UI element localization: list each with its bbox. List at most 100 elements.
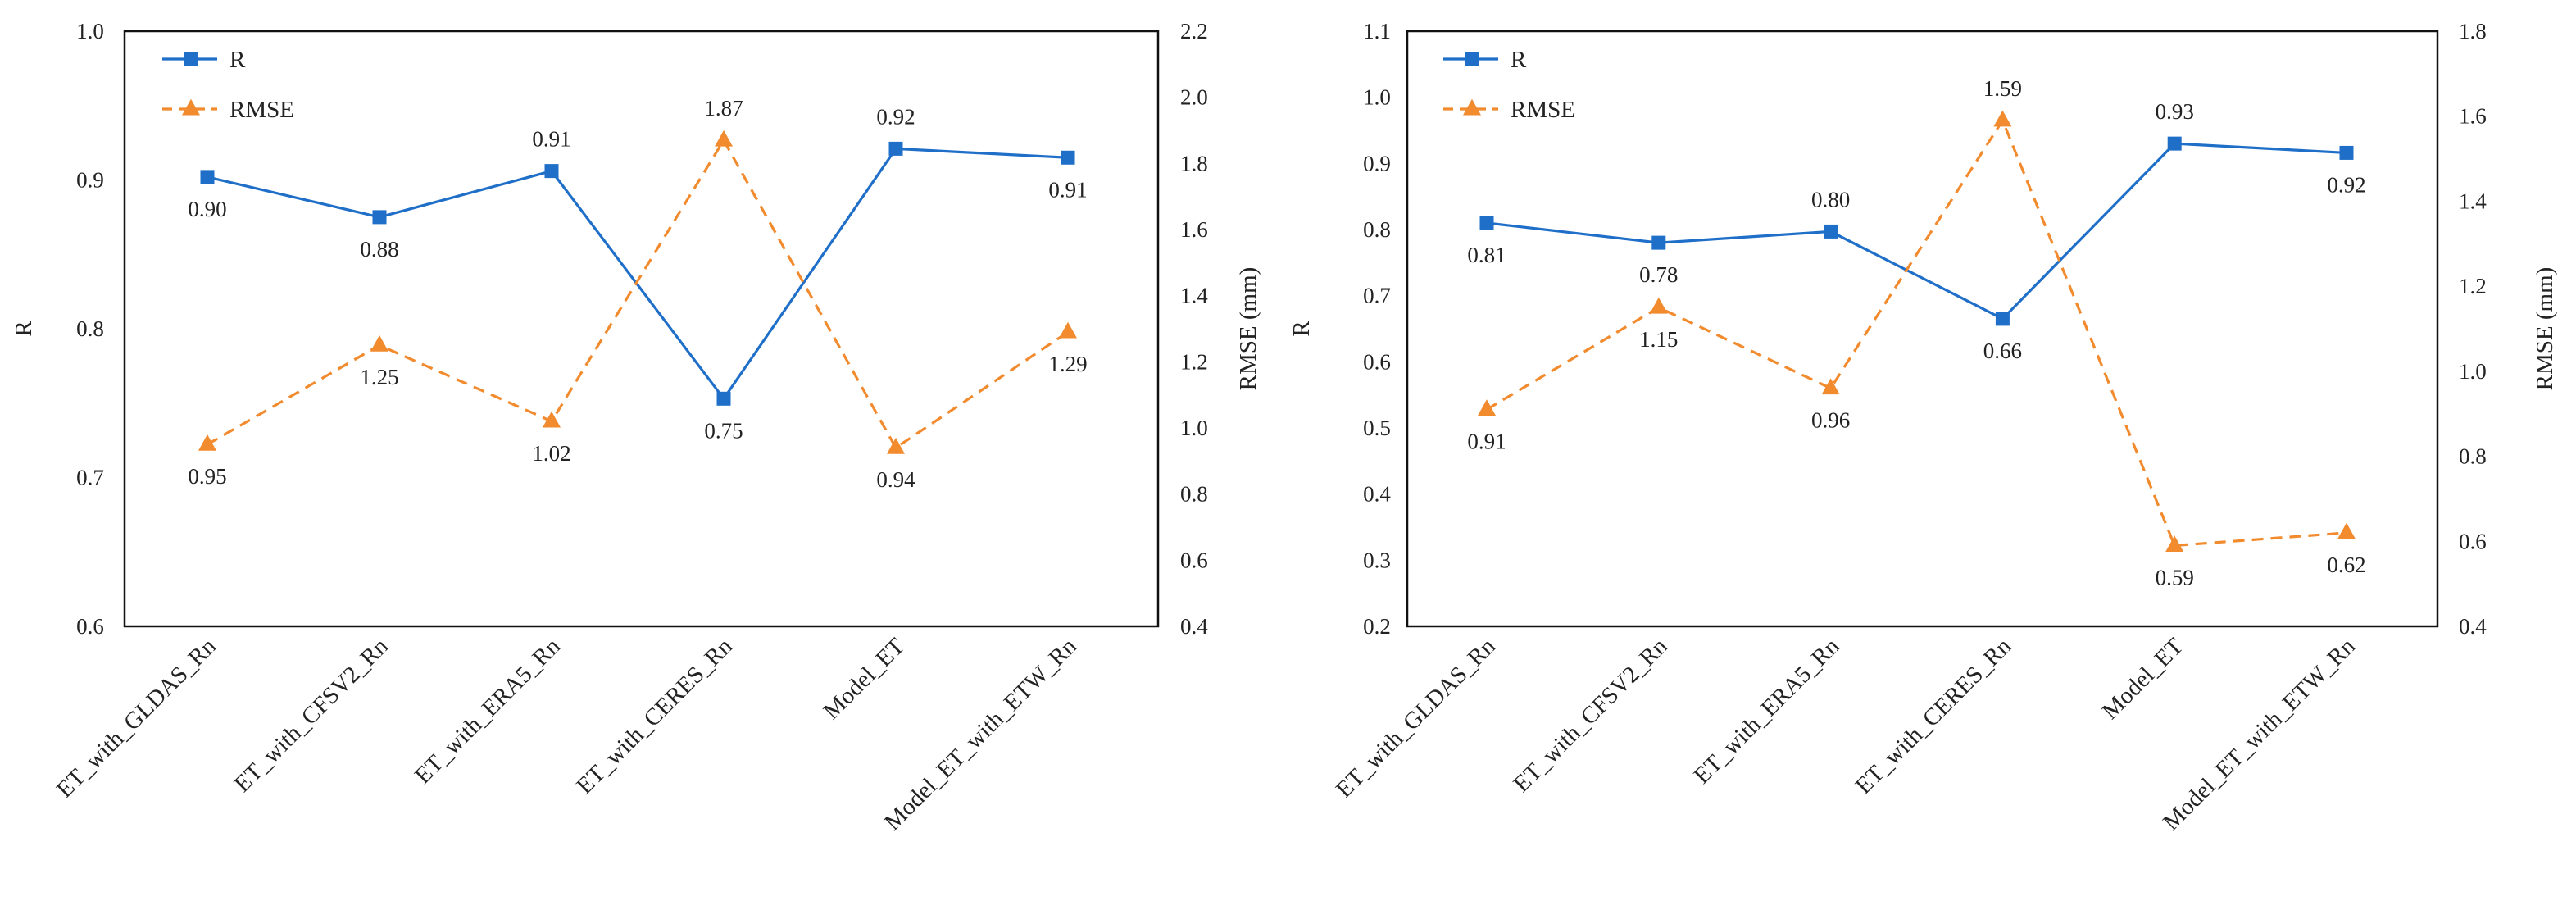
y-right-tick-label: 1.6: [2459, 104, 2487, 129]
y-right-tick-label: 1.8: [2459, 19, 2487, 43]
y-left-tick-label: 0.6: [1363, 349, 1391, 374]
series-r: 0.81 0.78 0.80 0.66 0.93 0.92: [1467, 99, 2365, 363]
y-right-tick-label: 2.2: [1180, 19, 1208, 43]
data-label: 1.02: [532, 441, 570, 466]
legend-rmse-label: RMSE: [229, 97, 294, 123]
y-right-axis-title: RMSE (mm): [1235, 267, 1261, 391]
series-rmse-point: [543, 411, 561, 428]
data-label: 0.91: [1467, 430, 1506, 454]
data-label: 0.81: [1467, 243, 1506, 267]
y-right-tick-label: 0.6: [2459, 529, 2487, 553]
y-right-tick-label: 1.0: [2459, 359, 2487, 384]
data-label: 0.91: [1048, 177, 1087, 202]
data-label: 0.62: [2327, 553, 2365, 577]
series-r-point: [1995, 312, 2010, 326]
chart-panel-1: 0.6 0.7 0.8 0.9 1.0 0.4 0.6 0.8 1.0 1.2 1.4 1.6 1.8 2…: [11, 19, 1261, 835]
data-label: 0.91: [532, 127, 570, 152]
legend: R RMSE: [162, 47, 294, 123]
data-label: 0.94: [876, 467, 915, 492]
series-r-point: [1824, 224, 1838, 239]
series-r-line: [207, 147, 1069, 402]
y-left-tick-label: 0.3: [1363, 548, 1391, 572]
data-label: 0.95: [188, 464, 226, 489]
data-label: 1.25: [360, 365, 398, 389]
data-label: 0.66: [1983, 339, 2022, 363]
series-r-point: [1061, 150, 1075, 165]
series-rmse-point: [370, 334, 388, 352]
series-rmse-point: [2165, 535, 2184, 552]
y-right-tick-label: 1.8: [1180, 151, 1208, 175]
y-left-tick-label: 0.8: [1363, 217, 1391, 242]
legend-rmse-marker: [182, 98, 200, 116]
data-label: 1.59: [1983, 76, 2022, 101]
series-rmse: 0.95 1.25 1.02 1.87 0.94 1.29: [188, 96, 1087, 492]
y-right-tick-label: 0.4: [1180, 614, 1208, 639]
series-r-line: [1486, 142, 2347, 321]
x-category-label: ET_with_CFSV2_Rn: [229, 633, 394, 798]
legend-r-label: R: [1511, 47, 1527, 73]
y-right-tick-label: 0.8: [2459, 444, 2487, 469]
series-r-point: [200, 170, 215, 184]
y-left-tick-label: 0.4: [1363, 482, 1391, 507]
series-r: 0.90 0.88 0.91 0.75 0.92 0.91: [188, 104, 1087, 443]
series-rmse-point: [198, 434, 216, 451]
data-label: 1.87: [704, 96, 743, 121]
x-category-label: ET_with_GLDAS_Rn: [1331, 633, 1502, 803]
data-label: 0.80: [1811, 187, 1850, 212]
series-r-point: [1651, 235, 1666, 250]
data-label: 0.88: [360, 237, 398, 262]
y-right-tick-label: 0.4: [2459, 614, 2487, 639]
series-r-point: [544, 164, 559, 179]
chart-panel-2: 0.20.30.40.50.60.70.80.91.01.10.40.60.81…: [1288, 19, 2558, 835]
y-left-tick-label: 0.7: [1363, 284, 1391, 308]
y-left-tick-label: 1.0: [1363, 85, 1391, 110]
x-category-label: Model_ET: [818, 633, 910, 725]
data-label: 0.90: [188, 197, 226, 221]
series-rmse-point: [887, 437, 905, 454]
y-left-tick-label: 1.0: [76, 19, 104, 43]
y-right-tick-label: 1.0: [1180, 416, 1208, 440]
series-rmse-point: [1649, 297, 1668, 314]
series-r-point: [716, 391, 731, 406]
series-rmse-point: [1821, 378, 1840, 395]
series-r-point: [1479, 216, 1494, 230]
x-category-label: ET_with_GLDAS_Rn: [52, 633, 222, 803]
x-category-label: ET_with_ERA5_Rn: [1688, 633, 1844, 789]
y-left-tick-label: 0.6: [76, 614, 104, 639]
series-rmse: 0.91 1.15 0.96 1.59 0.59 0.62: [1467, 76, 2365, 590]
series-rmse-point: [1993, 110, 2012, 127]
series-rmse-point: [1059, 321, 1077, 339]
data-label: 0.59: [2156, 565, 2194, 589]
y-left-tick-label: 1.1: [1363, 19, 1391, 43]
series-rmse-point: [2337, 522, 2356, 539]
data-label: 1.15: [1639, 327, 1678, 352]
y-right-tick-label: 1.4: [1180, 284, 1208, 308]
y-right-tick-label: 2.0: [1180, 85, 1208, 110]
y-right-tick-label: 1.4: [2459, 189, 2487, 213]
series-rmse-line: [207, 137, 1069, 450]
y-right-tick-label: 1.2: [2459, 274, 2487, 298]
series-r-point: [2339, 145, 2354, 160]
legend-r-marker: [1465, 52, 1479, 66]
data-label: 0.96: [1811, 408, 1850, 433]
y-left-tick-label: 0.9: [76, 168, 104, 193]
x-category-label: ET_with_CFSV2_Rn: [1508, 633, 1673, 798]
y-left-axis-title: R: [11, 321, 37, 337]
legend: R RMSE: [1443, 47, 1575, 123]
y-left-tick-label: 0.5: [1363, 416, 1391, 440]
data-label: 0.92: [2327, 172, 2365, 197]
data-label: 1.29: [1048, 352, 1087, 376]
y-left-tick-label: 0.9: [1363, 151, 1391, 175]
x-category-label: Model_ET_with_ETW_Rn: [879, 633, 1082, 835]
legend-r-marker: [184, 52, 198, 66]
y-right-axis-title: RMSE (mm): [2532, 267, 2558, 391]
series-r-point: [372, 210, 387, 225]
data-label: 0.93: [2156, 99, 2194, 124]
legend-rmse-marker: [1463, 98, 1481, 116]
series-r-point: [888, 141, 903, 156]
y-right-tick-label: 1.2: [1180, 349, 1208, 374]
legend-r-label: R: [229, 47, 246, 73]
legend-rmse-label: RMSE: [1511, 97, 1575, 123]
data-label: 0.92: [876, 104, 915, 129]
